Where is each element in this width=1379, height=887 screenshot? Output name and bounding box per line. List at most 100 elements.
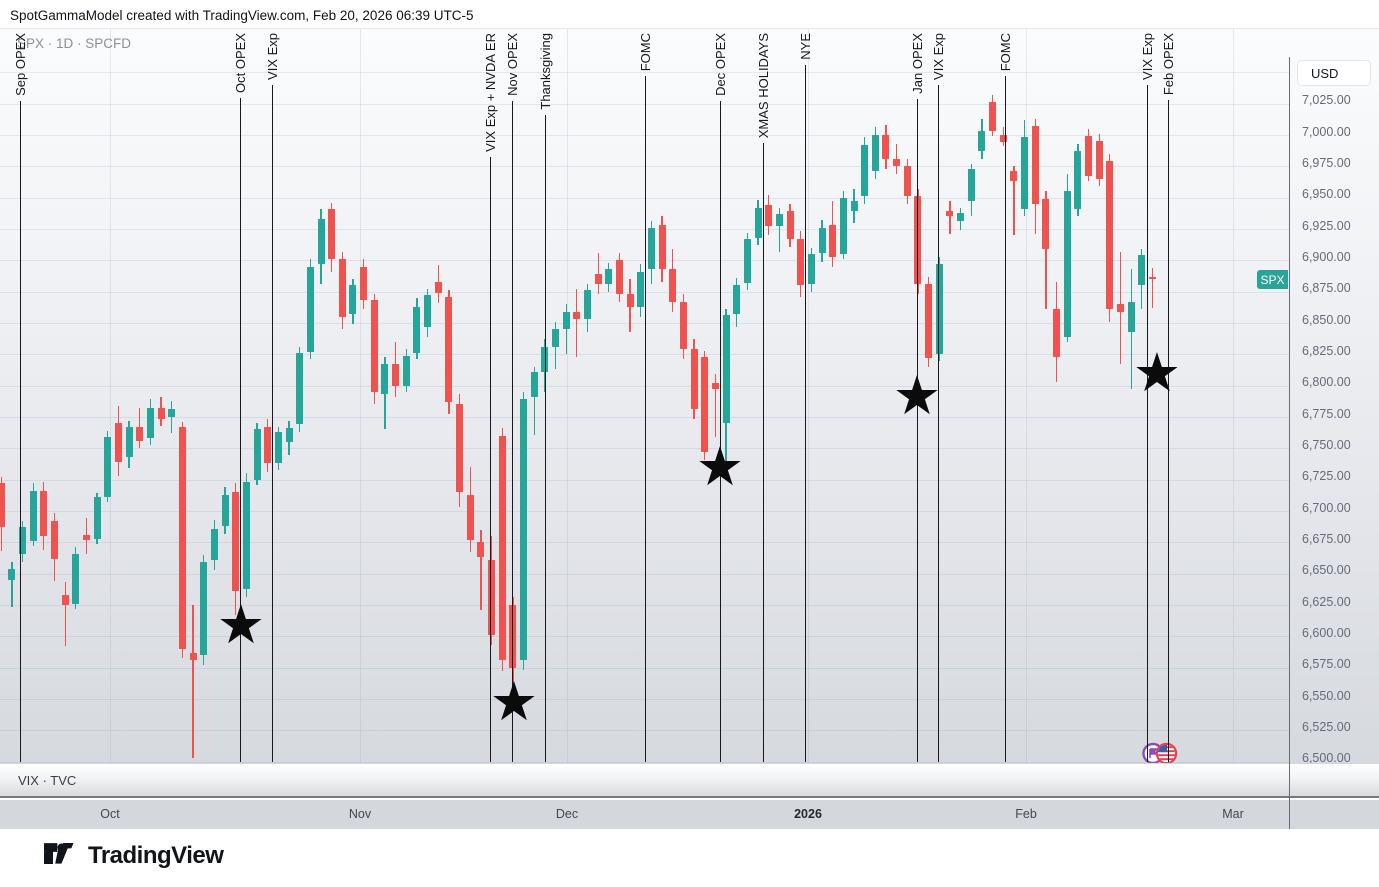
candle-body (615, 260, 623, 295)
vertical-gridline (808, 29, 809, 764)
price-axis-label: 6,625.00 (1302, 594, 1351, 609)
candle-body (914, 196, 922, 285)
candle-body (456, 404, 464, 493)
candle-body (136, 426, 144, 441)
event-marker-thanksgiving: Thanksgiving (536, 31, 554, 762)
candle-body (392, 364, 400, 386)
price-axis-label: 6,650.00 (1302, 563, 1351, 578)
candle-wick (171, 400, 173, 434)
event-label: FOMC (637, 33, 653, 72)
candle-wick (480, 529, 482, 610)
candle-body (189, 652, 197, 661)
event-label: VIX Exp (264, 33, 280, 80)
candle-body (861, 144, 869, 197)
currency-button[interactable]: USD (1297, 60, 1371, 86)
vix-pane-header[interactable]: VIX · TVC (0, 763, 1379, 798)
price-axis-label: 6,925.00 (1302, 218, 1351, 233)
vertical-gridline (1233, 29, 1234, 764)
candle-body (743, 238, 751, 283)
price-axis[interactable]: USD 6,475.006,500.006,525.006,550.006,57… (1289, 57, 1379, 797)
event-label: VIX Exp + NVDA ER (482, 33, 498, 152)
event-line (937, 84, 939, 762)
event-line (239, 97, 241, 762)
candle-body (51, 520, 58, 559)
event-line (489, 156, 491, 762)
candle-body (711, 383, 719, 390)
candle-body (754, 207, 762, 238)
candle-body (1095, 141, 1103, 179)
event-label: Nov OPEX (504, 33, 520, 96)
price-axis-label: 6,725.00 (1302, 469, 1351, 484)
event-line (719, 100, 721, 762)
candle-body (605, 269, 613, 285)
candle-wick (11, 562, 13, 608)
vertical-gridline (110, 29, 111, 764)
price-axis-label: 6,500.00 (1302, 751, 1351, 766)
price-axis-label: 6,525.00 (1302, 719, 1351, 734)
candle-body (967, 168, 975, 202)
candle-body (946, 211, 954, 217)
candle-body (274, 432, 282, 464)
candle-body (466, 494, 474, 540)
snapshot-title: SpotGammaModel created with TradingView.… (10, 8, 474, 23)
vertical-gridline (567, 29, 568, 764)
event-marker-dec-opex: Dec OPEX (711, 31, 729, 762)
candle-body (679, 301, 687, 350)
event-line (511, 100, 513, 762)
event-label: NYE (797, 33, 813, 60)
candle-body (903, 166, 911, 197)
event-line (762, 143, 764, 762)
candle-body (1010, 171, 1018, 182)
event-line (644, 76, 646, 762)
candle-body (573, 311, 581, 320)
chart-pane[interactable]: SPX · 1D · SPCFD SPX (0, 29, 1290, 764)
event-line (1004, 76, 1006, 762)
candle-body (285, 428, 293, 443)
event-marker-fomc: FOMC (996, 31, 1014, 762)
candle-body (562, 311, 570, 330)
candle-body (818, 227, 826, 253)
candle-body (520, 399, 528, 661)
candle-body (829, 225, 837, 257)
price-axis-label: 6,675.00 (1302, 531, 1351, 546)
candle-wick (1013, 166, 1015, 236)
candle-body (626, 294, 634, 307)
symbol-title[interactable]: SPX · 1D · SPCFD (17, 36, 132, 51)
candle-body (594, 274, 602, 285)
price-axis-label: 6,775.00 (1302, 406, 1351, 421)
tradingview-logo[interactable]: TradingView (44, 842, 224, 870)
candle-body (1117, 304, 1124, 312)
candle-body (935, 264, 943, 355)
candle-body (797, 238, 805, 286)
candle-body (125, 426, 133, 458)
candle-body (157, 408, 165, 420)
candle-body (807, 254, 815, 285)
candle-body (1021, 137, 1029, 209)
candle-body (146, 408, 154, 439)
time-axis[interactable]: Oct Nov Dec 2026 Feb Mar (0, 800, 1379, 829)
time-axis-label-mar: Mar (1222, 807, 1244, 821)
event-label: VIX Exp (1139, 33, 1155, 80)
candle-body (72, 553, 80, 604)
candle-body (168, 409, 176, 417)
candle-body (1042, 198, 1050, 249)
vix-pane-label: VIX · TVC (18, 772, 77, 788)
candle-body (893, 158, 901, 167)
star-marker: ★ (216, 592, 266, 656)
event-label: Sep OPEX (12, 33, 28, 96)
economic-event-flags[interactable] (1141, 741, 1179, 764)
candle-body (200, 562, 208, 656)
candle-body (1063, 191, 1071, 337)
candle-body (733, 285, 741, 315)
candle-body (989, 102, 997, 132)
event-marker-vix-exp-nvda-er: VIX Exp + NVDA ER (481, 31, 499, 762)
symbol-badge[interactable]: SPX (1257, 270, 1288, 290)
price-axis-label: 6,975.00 (1302, 155, 1351, 170)
star-marker: ★ (489, 669, 539, 733)
time-axis-label-feb: Feb (1015, 807, 1037, 821)
candle-body (775, 213, 783, 227)
event-marker-vix-exp: VIX Exp (929, 31, 947, 762)
candle-body (488, 559, 496, 636)
vertical-gridline (360, 29, 361, 764)
event-marker-nye: NYE (796, 31, 814, 762)
